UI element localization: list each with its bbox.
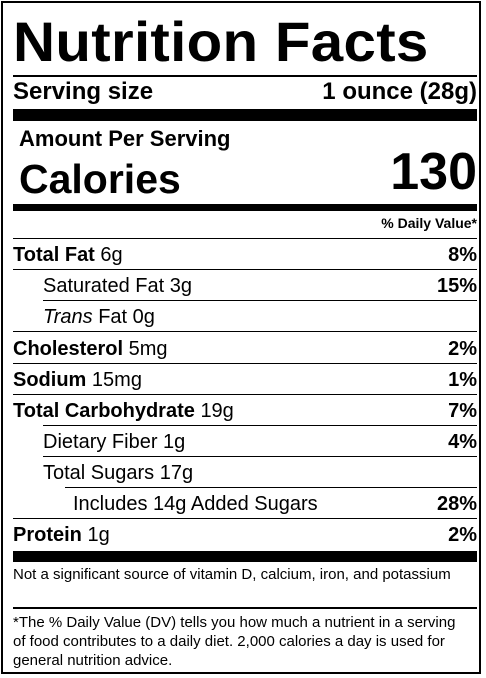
- daily-value-header-text: % Daily Value*: [381, 215, 477, 231]
- nutrient-dv: 1%: [448, 369, 477, 391]
- divider: [65, 487, 477, 488]
- footnote-sources: Not a significant source of vitamin D, c…: [13, 566, 451, 583]
- nutrient-dv: 2%: [448, 338, 477, 360]
- nutrient-dv: 4%: [448, 431, 477, 453]
- divider: [13, 75, 477, 77]
- divider: [13, 269, 477, 270]
- divider: [13, 394, 477, 395]
- thick-divider: [13, 551, 477, 562]
- serving-size-label: Serving size: [13, 78, 154, 105]
- nutrient-name: Includes 14g Added Sugars: [73, 493, 318, 515]
- nutrient-name: Total Sugars 17g: [43, 462, 194, 484]
- divider: [13, 607, 477, 609]
- divider: [13, 518, 477, 519]
- nutrient-amount: 19g: [200, 400, 234, 422]
- divider: [13, 363, 477, 364]
- serving-size-row: Serving size 1 ounce (28g): [13, 77, 477, 107]
- nutrient-name: Dietary Fiber 1g: [43, 431, 186, 453]
- nutrient-name-italic: Trans: [43, 306, 93, 328]
- nutrient-dv: 2%: [448, 524, 477, 546]
- amount-per-serving-label: Amount Per Serving: [19, 126, 231, 151]
- nutrient-name: Total Carbohydrate: [13, 400, 195, 422]
- divider: [43, 300, 477, 301]
- nutrient-name: Total Fat: [13, 244, 95, 266]
- nutrient-amount: 1g: [87, 524, 110, 546]
- thick-divider: [13, 109, 477, 121]
- medium-divider: [13, 204, 477, 211]
- nutrient-dv: 28%: [436, 493, 477, 515]
- label-title: Nutrition Facts: [13, 10, 429, 73]
- nutrient-amount: 15mg: [91, 369, 142, 391]
- nutrient-name: Sodium: [13, 369, 87, 391]
- divider: [13, 331, 477, 332]
- nutrient-amount: 5mg: [128, 338, 168, 360]
- divider: [43, 456, 477, 457]
- divider: [43, 425, 477, 426]
- nutrient-dv: 7%: [448, 400, 477, 422]
- amount-per-serving: Amount Per Serving: [13, 126, 477, 152]
- nutrient-name: Fat 0g: [92, 306, 155, 328]
- calories-label: Calories: [19, 156, 181, 202]
- nutrient-name: Saturated Fat 3g: [43, 275, 192, 297]
- serving-size-value: 1 ounce (28g): [322, 78, 477, 105]
- footnote-daily-value: *The % Daily Value (DV) tells you how mu…: [13, 614, 456, 669]
- daily-value-header: % Daily Value*: [13, 214, 477, 234]
- nutrient-name: Cholesterol: [13, 338, 124, 360]
- nutrient-dv: 15%: [436, 275, 477, 297]
- calories-row: Calories 130: [13, 143, 477, 207]
- divider: [13, 238, 477, 239]
- nutrient-dv: 8%: [448, 244, 477, 266]
- nutrient-name: Protein: [13, 524, 82, 546]
- nutrient-amount: 6g: [100, 244, 123, 266]
- calories-value: 130: [390, 143, 477, 201]
